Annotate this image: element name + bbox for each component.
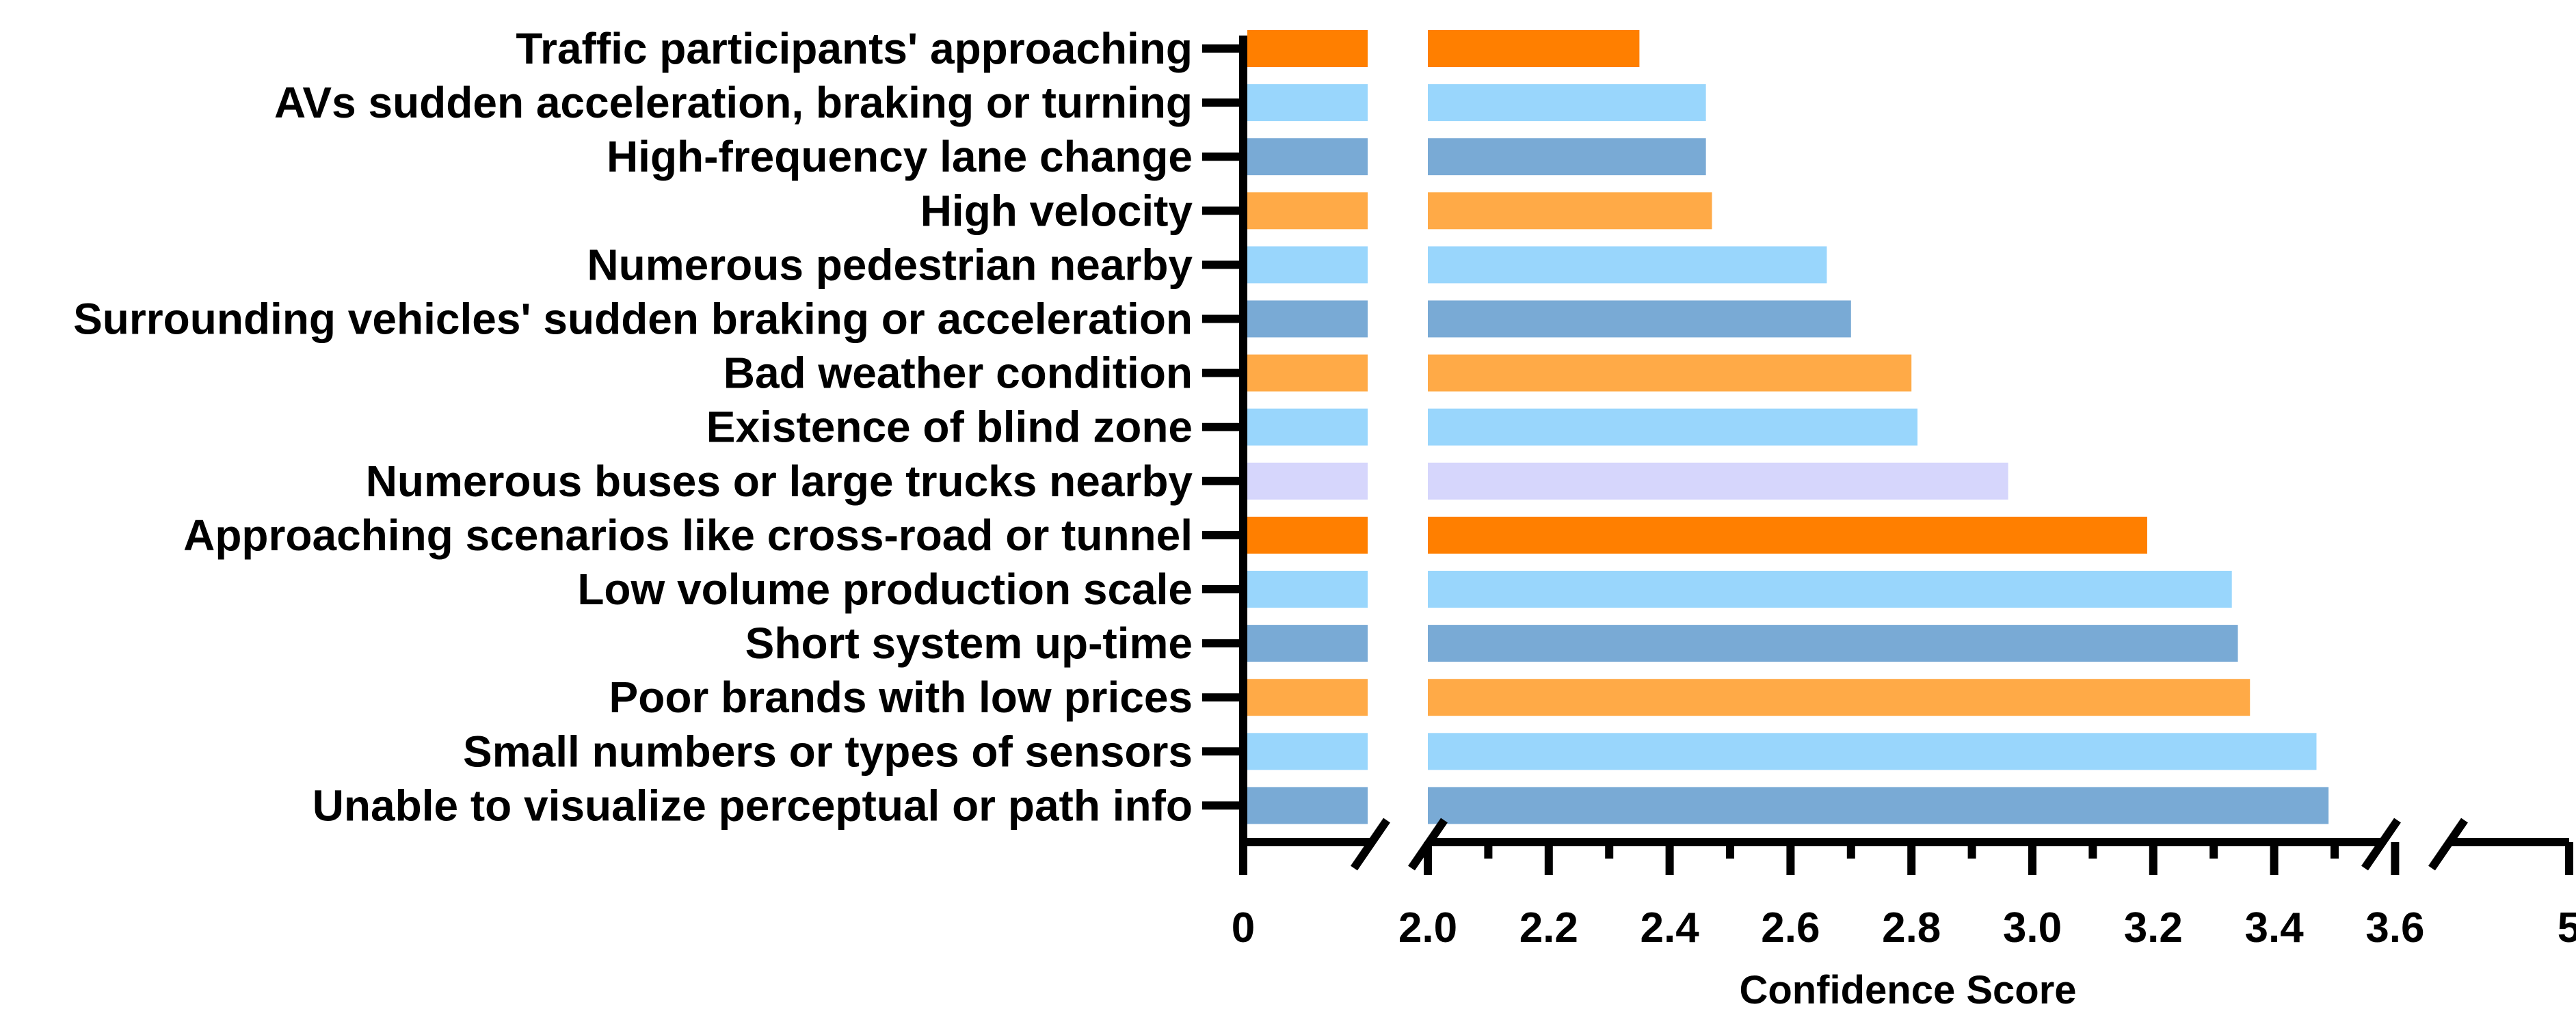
bar xyxy=(1428,354,1912,392)
bar-stub xyxy=(1247,84,1368,122)
category-label: Numerous buses or large trucks nearby xyxy=(366,457,1193,506)
category-label: Existence of blind zone xyxy=(706,403,1193,452)
bar xyxy=(1428,625,2238,662)
bar-stub xyxy=(1247,462,1368,500)
x-tick-label: 0 xyxy=(1232,904,1255,952)
bar xyxy=(1428,462,2008,500)
x-axis-title: Confidence Score xyxy=(1739,968,2076,1011)
axes-group xyxy=(1239,36,2569,871)
bar-stub xyxy=(1247,516,1368,554)
x-axis-tick-labels: 0 2.0 2.2 2.4 2.6 2.8 3.0 3.2 3.4 3.6 5 xyxy=(1232,904,2576,952)
bar xyxy=(1428,733,2317,770)
x-tick-label: 3.6 xyxy=(2365,904,2424,952)
bar-stub xyxy=(1247,625,1368,662)
x-tick-label: 3.4 xyxy=(2244,904,2304,952)
bar-stub xyxy=(1247,787,1368,824)
category-label: Unable to visualize perceptual or path i… xyxy=(313,781,1193,830)
x-tick-label: 5 xyxy=(2558,904,2576,952)
category-label: Small numbers or types of sensors xyxy=(463,727,1193,776)
bar-stub xyxy=(1247,192,1368,230)
x-tick-label: 3.2 xyxy=(2124,904,2183,952)
category-label: Traffic participants' approaching xyxy=(516,24,1193,73)
x-axis-ticks xyxy=(1239,842,2573,875)
x-tick-label: 2.8 xyxy=(1882,904,1941,952)
bar xyxy=(1428,30,1640,67)
bar-stub xyxy=(1247,571,1368,608)
category-label: Poor brands with low prices xyxy=(609,673,1193,722)
bar-stub xyxy=(1247,408,1368,446)
axis-break-mark-2a xyxy=(2361,818,2401,871)
category-label: Short system up-time xyxy=(745,619,1193,668)
bar xyxy=(1428,300,1851,338)
x-tick-label: 2.2 xyxy=(1519,904,1578,952)
category-label: AVs sudden acceleration, braking or turn… xyxy=(274,78,1193,127)
bar xyxy=(1428,84,1706,122)
bar-stub xyxy=(1247,30,1368,67)
bar-stub xyxy=(1247,354,1368,392)
category-label: Approaching scenarios like cross-road or… xyxy=(183,511,1193,560)
bar-stub xyxy=(1247,733,1368,770)
category-label: High velocity xyxy=(920,186,1193,235)
y-axis-ticks xyxy=(1202,44,1243,810)
category-label: Bad weather condition xyxy=(723,349,1193,398)
bar-stub xyxy=(1247,138,1368,176)
bar xyxy=(1428,246,1827,284)
x-tick-label: 3.0 xyxy=(2003,904,2062,952)
category-label: Numerous pedestrian nearby xyxy=(587,240,1193,289)
x-tick-label: 2.4 xyxy=(1640,904,1699,952)
x-tick-label: 2.6 xyxy=(1761,904,1820,952)
bar xyxy=(1428,138,1706,176)
bar-stub xyxy=(1247,246,1368,284)
bar xyxy=(1428,408,1918,446)
category-label: Low volume production scale xyxy=(577,565,1193,614)
axis-break-mark-1a xyxy=(1351,818,1390,871)
axis-break-mark-2b xyxy=(2428,818,2468,871)
x-tick-label: 2.0 xyxy=(1398,904,1457,952)
bar xyxy=(1428,679,2250,716)
category-label: High-frequency lane change xyxy=(607,132,1193,181)
bar xyxy=(1428,192,1712,230)
category-label: Surrounding vehicles' sudden braking or … xyxy=(73,295,1193,344)
bars-group xyxy=(1247,30,2329,824)
category-labels: Traffic participants' approaching AVs sud… xyxy=(73,24,1193,830)
bar xyxy=(1428,787,2329,824)
bar-stub xyxy=(1247,300,1368,338)
bar xyxy=(1428,516,2147,554)
bar-stub xyxy=(1247,679,1368,716)
bar xyxy=(1428,571,2232,608)
